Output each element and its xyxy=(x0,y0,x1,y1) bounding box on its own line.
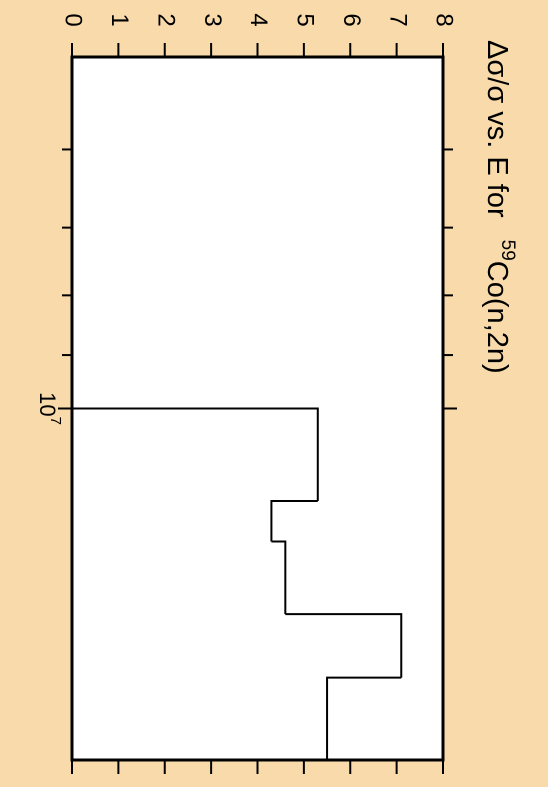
chart-title-suffix: Co(n,2n) xyxy=(481,261,513,374)
y-tick-label: 3 xyxy=(199,13,226,26)
y-tick-label: 5 xyxy=(292,13,319,26)
x-tick-label: 107 xyxy=(35,392,64,425)
y-tick-label: 2 xyxy=(152,13,179,26)
y-tick-label: 1 xyxy=(106,13,133,26)
y-tick-label: 4 xyxy=(245,13,272,26)
y-tick-label: 7 xyxy=(384,13,411,26)
bar xyxy=(285,613,403,678)
y-tick-label: 6 xyxy=(338,13,365,26)
bar xyxy=(72,407,319,501)
bar xyxy=(326,676,402,760)
y-tick-label: 8 xyxy=(431,13,458,26)
x-tick-label-base: 10 xyxy=(35,392,60,416)
bar xyxy=(270,499,318,542)
y-tick-label: 0 xyxy=(60,13,87,26)
x-tick-label-exponent: 7 xyxy=(47,417,64,425)
chart-title-superscript: 59 xyxy=(497,240,518,261)
bar xyxy=(271,540,287,615)
chart-title: Δσ/σ vs. E for 59Co(n,2n) xyxy=(481,40,518,374)
chart-title-text: Δσ/σ vs. E for xyxy=(481,40,513,218)
